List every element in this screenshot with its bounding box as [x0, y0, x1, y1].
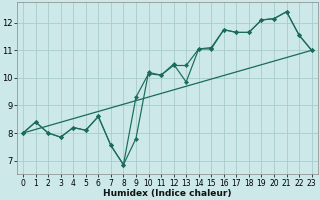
X-axis label: Humidex (Indice chaleur): Humidex (Indice chaleur): [103, 189, 232, 198]
